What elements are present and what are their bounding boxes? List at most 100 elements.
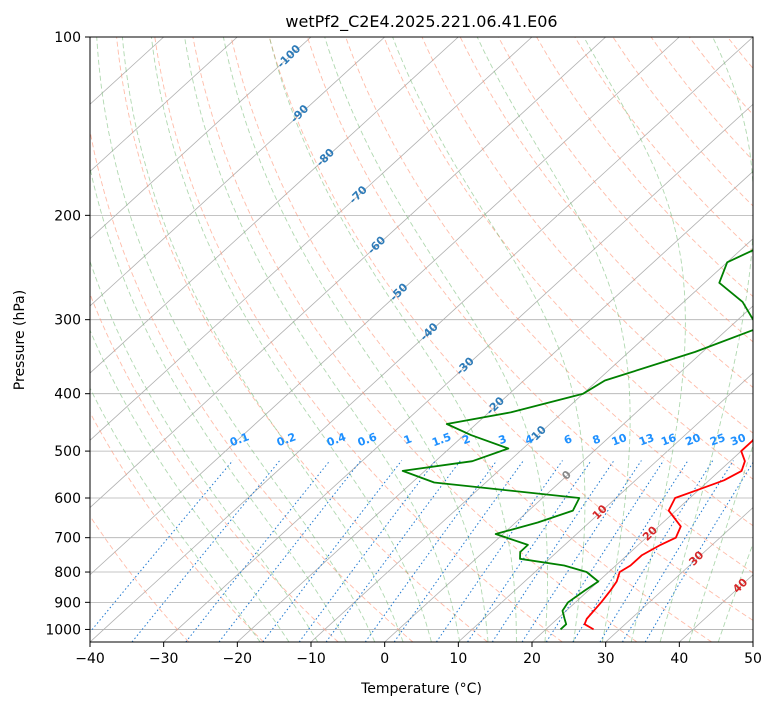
- moist-adiabat-line: [90, 387, 261, 642]
- x-tick-label: 40: [670, 651, 688, 667]
- mixing-ratio-label: 2: [461, 432, 473, 447]
- x-axis-label: Temperature (°C): [360, 681, 482, 697]
- mixing-ratio-line: [435, 460, 563, 642]
- mixing-ratio-line: [325, 460, 461, 642]
- x-tick-label: −40: [75, 651, 105, 667]
- isotherm-line: [90, 37, 753, 642]
- x-tick-label: 20: [523, 651, 541, 667]
- isotherm-line: [605, 507, 753, 642]
- isotherm-line: [90, 37, 606, 509]
- x-tick-label: 0: [380, 651, 389, 667]
- isotherm-line: [90, 37, 533, 441]
- isotherm-line: [237, 170, 753, 642]
- dry-adiabat-line: [307, 37, 753, 574]
- mixing-ratio-line: [364, 460, 498, 642]
- mixing-ratio-label: 4: [523, 432, 535, 447]
- dry-adiabat-line: [459, 37, 753, 388]
- moist-adiabat-line: [121, 37, 404, 642]
- mixing-ratio-label: 0.1: [228, 430, 251, 449]
- mixing-ratio-label: 16: [659, 431, 678, 449]
- moist-adiabat-line: [90, 259, 319, 642]
- moist-adiabat-line: [90, 329, 290, 642]
- x-tick-label: −30: [149, 651, 179, 667]
- x-tick-label: −10: [296, 651, 326, 667]
- mixing-ratio-label: 13: [637, 431, 656, 448]
- moist-adiabat-line: [90, 165, 347, 642]
- dewpoint-profile-line: [401, 249, 753, 631]
- isotherm-line: [163, 103, 753, 642]
- dry-adiabat-line: [90, 292, 339, 642]
- dry-adiabat-line: [116, 37, 488, 642]
- mixing-ratio-line: [393, 460, 524, 642]
- moist-adiabat-line: [184, 37, 461, 642]
- isotherm-line: [90, 37, 385, 307]
- mixing-ratio-label: 0.2: [275, 430, 298, 449]
- plot-frame: [89, 36, 754, 643]
- mixing-ratio-line: [185, 460, 331, 642]
- isotherm-line: [90, 37, 238, 172]
- mixing-ratio-line: [131, 460, 281, 642]
- isotherm-line: [458, 372, 753, 642]
- isotherm-line: [90, 37, 680, 576]
- mixing-ratio-line: [491, 460, 615, 642]
- moist-adiabat-line: [717, 542, 753, 642]
- mixing-ratio-label: 30: [729, 431, 748, 449]
- moist-adiabat-line: [688, 444, 753, 642]
- y-tick-label: 100: [54, 30, 81, 46]
- y-tick-label: 1000: [45, 622, 81, 638]
- moist-adiabat-line: [392, 37, 586, 642]
- y-tick-label: 200: [54, 208, 81, 224]
- moist-adiabat-line: [324, 37, 549, 642]
- x-tick-label: 30: [597, 651, 615, 667]
- moist-adiabat-line: [583, 37, 686, 642]
- dry-adiabat-line: [268, 37, 753, 621]
- mixing-ratio-line: [467, 460, 592, 642]
- x-tick-label: 10: [449, 651, 467, 667]
- mixing-ratio-line: [90, 460, 234, 633]
- y-tick-label: 600: [54, 491, 81, 507]
- axes: −40 −30 −20 −10 0 10 20 30 40 5010020030040050060…: [45, 30, 762, 667]
- mixing-ratio-label: 10: [610, 431, 629, 449]
- dry-adiabat-line: [90, 128, 414, 642]
- dry-adiabat-line: [230, 37, 712, 642]
- mixing-ratio-label: 1.5: [430, 430, 453, 449]
- dry-adiabat-line: [383, 37, 753, 480]
- mixing-ratio-label: 0.4: [325, 430, 348, 449]
- mixing-ratio-label: 20: [684, 431, 703, 449]
- mixing-ratio-label: 6: [562, 432, 574, 447]
- mixing-ratio-label: 1: [402, 432, 414, 447]
- y-tick-label: 700: [54, 531, 81, 547]
- profile-lines: [401, 249, 753, 631]
- isotherm-line: [310, 238, 753, 642]
- y-tick-label: 300: [54, 313, 81, 329]
- dry-adiabat-line: [192, 37, 638, 642]
- y-tick-label: 800: [54, 565, 81, 581]
- mixing-ratio-label: 3: [497, 432, 509, 447]
- moist-adiabat-line: [150, 37, 432, 642]
- isotherm-line: [531, 439, 753, 642]
- dry-adiabat-line: [536, 37, 753, 298]
- dry-adiabat-line: [650, 37, 753, 162]
- dry-adiabat-line: [421, 37, 753, 434]
- mixing-ratio-line: [621, 460, 734, 642]
- dry-adiabat-line: [498, 37, 753, 343]
- mixing-ratio-label: 0.6: [356, 430, 379, 449]
- y-tick-label: 900: [54, 595, 81, 611]
- isotherm-line: [90, 37, 312, 240]
- isotherm-line: [384, 305, 753, 642]
- mixing-ratio-label: 8: [591, 432, 603, 447]
- mixing-ratio-line: [644, 461, 753, 642]
- chart-title: wetPf2_C2E4.2025.221.06.41.E06: [285, 12, 557, 32]
- y-tick-label: 500: [54, 444, 81, 460]
- x-tick-label: −20: [223, 651, 253, 667]
- y-tick-label: 400: [54, 387, 81, 403]
- moist-adiabat-line: [476, 37, 631, 642]
- mixing-ratio-line: [521, 460, 642, 642]
- temperature-profile-line: [583, 437, 753, 631]
- mixing-ratio-line: [298, 460, 436, 642]
- moist-adiabat-line: [268, 37, 517, 642]
- mixing-ratio-label: 25: [708, 431, 727, 448]
- moist-adiabat-line: [222, 37, 489, 642]
- x-tick-label: 50: [744, 651, 762, 667]
